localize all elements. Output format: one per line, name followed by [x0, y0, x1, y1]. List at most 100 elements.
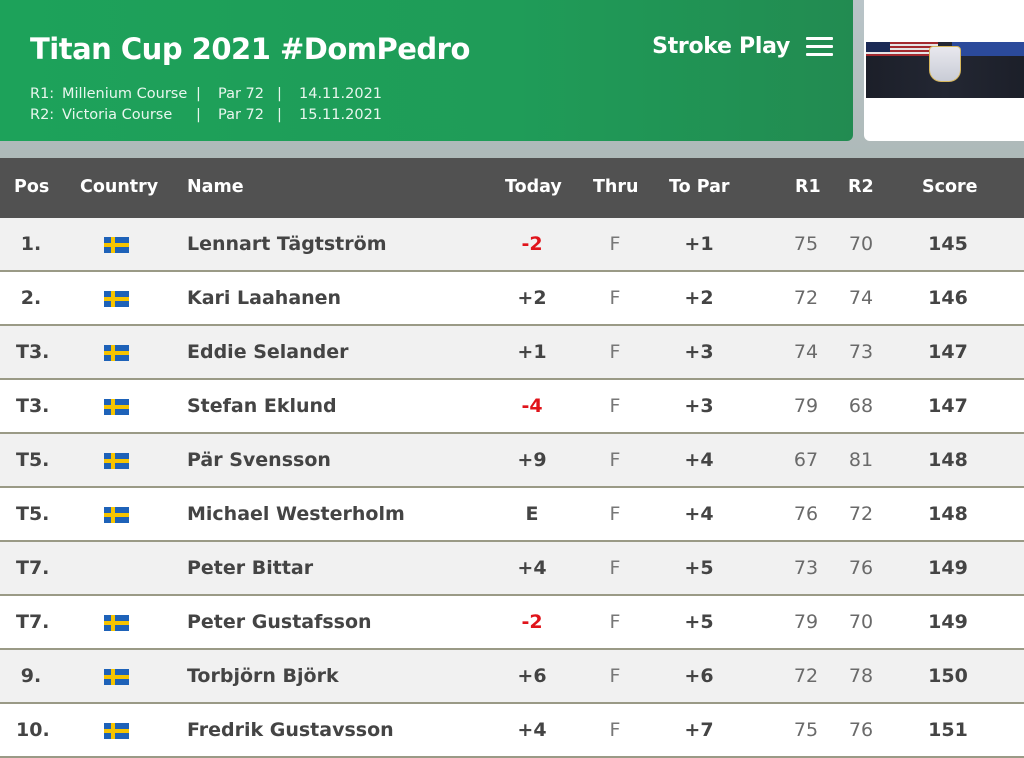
round1-score: 79: [793, 611, 819, 633]
thru-cell: F: [609, 341, 621, 363]
table-row[interactable]: T7. Peter Gustafsson -2 F +5 79 70 149: [0, 596, 1024, 650]
col-to-par[interactable]: To Par: [669, 177, 730, 197]
leaderboard-table: Pos Country Name Today Thru To Par R1 R2…: [0, 158, 1024, 758]
thru-cell: F: [609, 287, 621, 309]
thru-cell: F: [609, 395, 621, 417]
col-r1[interactable]: R1: [795, 177, 821, 197]
ryder-cup-banner[interactable]: [866, 42, 1024, 98]
to-par-cell: +3: [684, 395, 714, 417]
to-par-cell: +1: [684, 233, 714, 255]
round1-score: 72: [793, 287, 819, 309]
table-body: 1. Lennart Tägtström -2 F +1 75 70 145 2. Kari La…: [0, 218, 1024, 758]
col-score[interactable]: Score: [922, 177, 978, 197]
round2-score: 70: [848, 233, 874, 255]
today-score: +4: [517, 557, 547, 579]
mode-selector[interactable]: Stroke Play: [652, 34, 833, 59]
today-score: -2: [521, 233, 543, 255]
sponsor-box[interactable]: [864, 0, 1024, 141]
table-row[interactable]: T3. Eddie Selander +1 F +3 74 73 147: [0, 326, 1024, 380]
player-name[interactable]: Lennart Tägtström: [187, 233, 387, 255]
to-par-cell: +6: [684, 665, 714, 687]
col-r2[interactable]: R2: [848, 177, 874, 197]
to-par-cell: +7: [684, 719, 714, 741]
total-score: 149: [928, 611, 968, 633]
table-row[interactable]: T7. Peter Bittar +4 F +5 73 76 149: [0, 542, 1024, 596]
round2-score: 72: [848, 503, 874, 525]
table-row[interactable]: 1. Lennart Tägtström -2 F +1 75 70 145: [0, 218, 1024, 272]
sweden-flag-icon: [104, 345, 129, 361]
player-name[interactable]: Torbjörn Björk: [187, 665, 339, 687]
separator: |: [277, 106, 282, 123]
today-score: -2: [521, 611, 543, 633]
round1-score: 73: [793, 557, 819, 579]
player-name[interactable]: Peter Bittar: [187, 557, 314, 579]
position-cell: T5.: [16, 503, 50, 525]
round-info: R1: Millenium Course | Par 72 | 14.11.20…: [30, 83, 383, 125]
sweden-flag-icon: [104, 615, 129, 631]
round2-score: 76: [848, 557, 874, 579]
col-today[interactable]: Today: [505, 177, 562, 197]
col-country[interactable]: Country: [80, 177, 159, 197]
today-score: +6: [517, 665, 547, 687]
thru-cell: F: [609, 503, 621, 525]
thru-cell: F: [609, 233, 621, 255]
col-pos[interactable]: Pos: [14, 177, 50, 197]
total-score: 146: [928, 287, 968, 309]
player-name[interactable]: Peter Gustafsson: [187, 611, 372, 633]
round1-score: 79: [793, 395, 819, 417]
table-row[interactable]: 2. Kari Laahanen +2 F +2 72 74 146: [0, 272, 1024, 326]
total-score: 151: [928, 719, 968, 741]
total-score: 150: [928, 665, 968, 687]
table-row[interactable]: 9. Torbjörn Björk +6 F +6 72 78 150: [0, 650, 1024, 704]
table-row[interactable]: T3. Stefan Eklund -4 F +3 79 68 147: [0, 380, 1024, 434]
round1-score: 67: [793, 449, 819, 471]
player-name[interactable]: Stefan Eklund: [187, 395, 337, 417]
round2-score: 81: [848, 449, 874, 471]
position-cell: T7.: [16, 611, 50, 633]
to-par-cell: +4: [684, 503, 714, 525]
thru-cell: F: [609, 719, 621, 741]
today-score: +2: [517, 287, 547, 309]
col-thru[interactable]: Thru: [593, 177, 639, 197]
player-name[interactable]: Eddie Selander: [187, 341, 349, 363]
sweden-flag-icon: [104, 453, 129, 469]
position-cell: T3.: [16, 395, 50, 417]
round-par: Par 72: [218, 106, 264, 123]
round-date: 14.11.2021: [299, 85, 383, 102]
table-row[interactable]: T5. Pär Svensson +9 F +4 67 81 148: [0, 434, 1024, 488]
table-row[interactable]: 10. Fredrik Gustavsson +4 F +7 75 76 151: [0, 704, 1024, 758]
today-score: E: [525, 503, 539, 525]
separator: |: [277, 85, 282, 102]
round1-score: 75: [793, 233, 819, 255]
stroke-play-label[interactable]: Stroke Play: [652, 34, 790, 59]
player-name[interactable]: Pär Svensson: [187, 449, 331, 471]
thru-cell: F: [609, 611, 621, 633]
to-par-cell: +2: [684, 287, 714, 309]
round2-score: 68: [848, 395, 874, 417]
today-score: -4: [521, 395, 543, 417]
round-course: Victoria Course: [62, 106, 173, 123]
trophy-crest-icon: [929, 46, 961, 82]
table-row[interactable]: T5. Michael Westerholm E F +4 76 72 148: [0, 488, 1024, 542]
round1-score: 76: [793, 503, 819, 525]
sweden-flag-icon: [104, 237, 129, 253]
position-cell: 9.: [20, 665, 42, 687]
player-name[interactable]: Fredrik Gustavsson: [187, 719, 394, 741]
position-cell: 2.: [20, 287, 42, 309]
col-name[interactable]: Name: [187, 177, 244, 197]
position-cell: 10.: [16, 719, 50, 741]
player-name[interactable]: Kari Laahanen: [187, 287, 342, 309]
total-score: 148: [928, 503, 968, 525]
table-header: Pos Country Name Today Thru To Par R1 R2…: [0, 158, 1024, 218]
today-score: +9: [517, 449, 547, 471]
player-name[interactable]: Michael Westerholm: [187, 503, 405, 525]
thru-cell: F: [609, 557, 621, 579]
eu-flag-graphic: [952, 42, 1024, 56]
round2-score: 74: [848, 287, 874, 309]
thru-cell: F: [609, 449, 621, 471]
sweden-flag-icon: [104, 291, 129, 307]
position-cell: T7.: [16, 557, 50, 579]
round-row: R1: Millenium Course | Par 72 | 14.11.20…: [30, 83, 383, 104]
hamburger-menu-icon[interactable]: [806, 36, 833, 57]
round2-score: 78: [848, 665, 874, 687]
